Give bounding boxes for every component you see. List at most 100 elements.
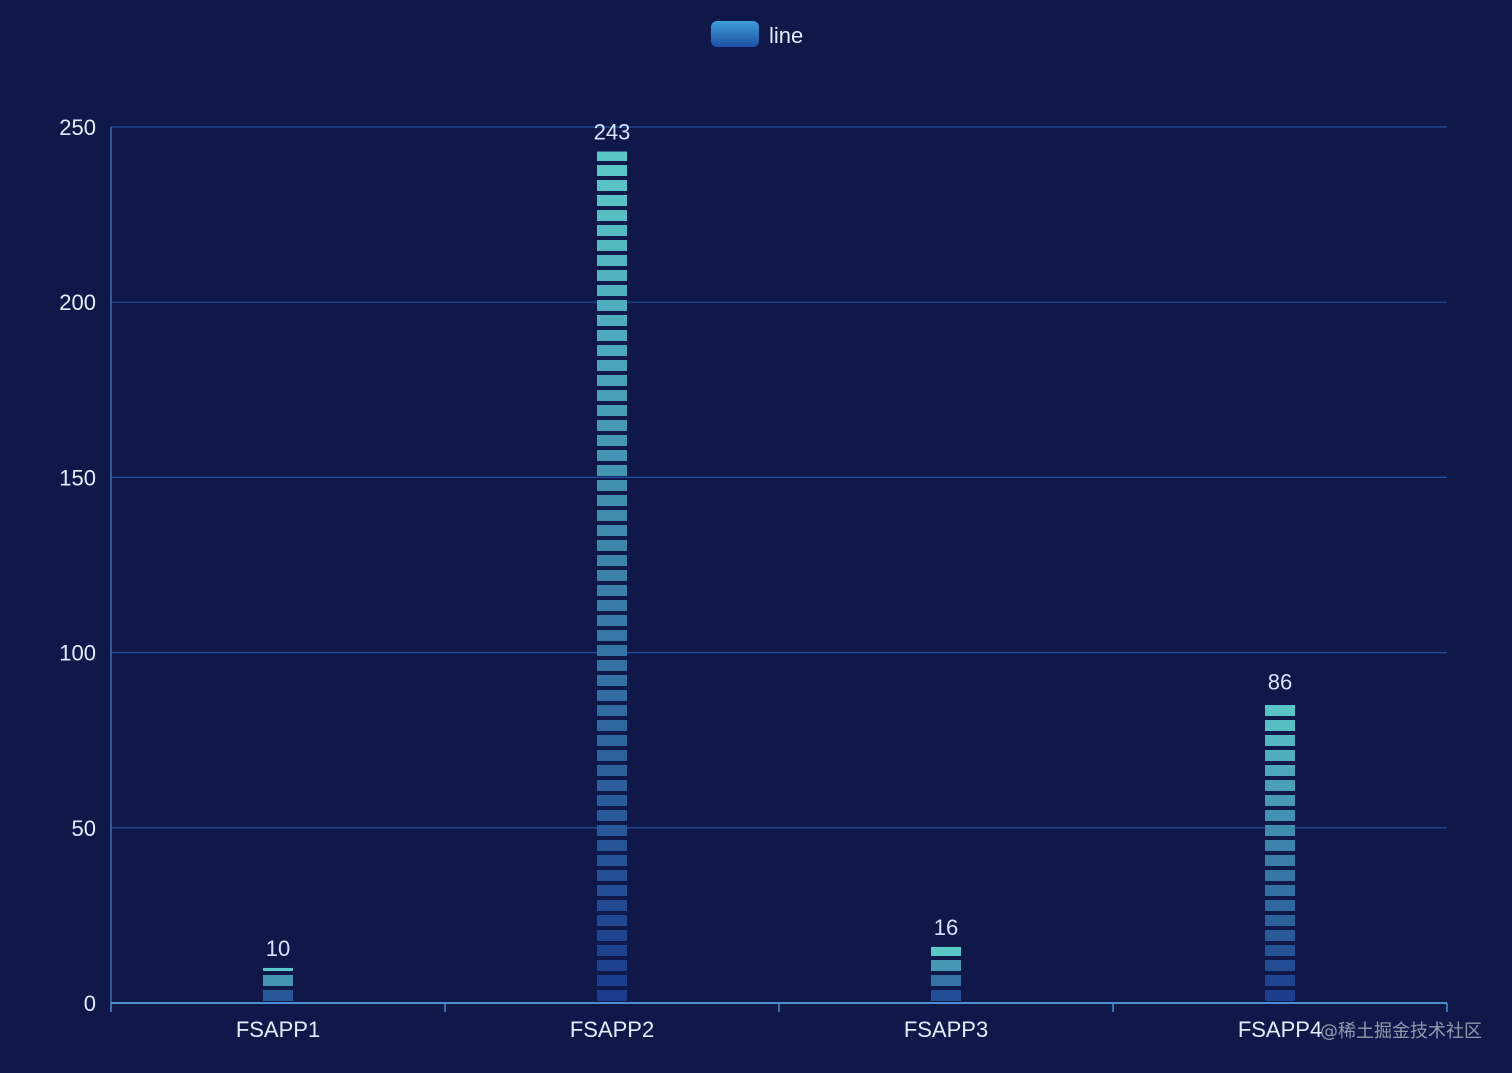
bar-segment [597, 405, 627, 416]
bar-segment [1265, 960, 1295, 971]
bar-segment [597, 330, 627, 341]
bar-segment [597, 555, 627, 566]
data-label: 86 [1268, 670, 1292, 695]
gridlines [111, 126, 1447, 829]
x-tick-label: FSAPP3 [904, 1017, 988, 1042]
bar-segment [263, 975, 293, 986]
y-tick-label: 250 [59, 115, 96, 140]
bars [263, 151, 1295, 1001]
bar-fsapp3[interactable] [931, 946, 961, 1001]
bar-segment [597, 885, 627, 896]
bar-segment [263, 990, 293, 1001]
bar-segment [1265, 915, 1295, 926]
bar-segment [597, 390, 627, 401]
bar-segment [597, 810, 627, 821]
bar-segment [597, 765, 627, 776]
bar-segment [597, 915, 627, 926]
bar-segment [597, 465, 627, 476]
data-label: 10 [266, 936, 290, 961]
bar-segment [1265, 885, 1295, 896]
bar-segment [1265, 840, 1295, 851]
bar-segment [1265, 750, 1295, 761]
bar-segment [1265, 705, 1295, 716]
legend[interactable]: line [711, 21, 803, 48]
bar-segment [597, 495, 627, 506]
bar-segment [1265, 900, 1295, 911]
bar-fsapp1[interactable] [263, 967, 293, 1001]
x-tick-label: FSAPP4 [1238, 1017, 1322, 1042]
bar-segment [597, 840, 627, 851]
bar-segment [1265, 870, 1295, 881]
y-tick-label: 0 [84, 991, 96, 1016]
data-labels: 10 243 16 86 [266, 120, 1292, 961]
x-axis-ticks: FSAPP1 FSAPP2 FSAPP3 FSAPP4 [110, 1003, 1448, 1042]
bar-segment [1265, 945, 1295, 956]
bar-segment [597, 240, 627, 251]
bar-segment [931, 946, 961, 956]
bar-segment [597, 345, 627, 356]
bar-segment [597, 480, 627, 491]
bar-segment [597, 210, 627, 221]
bar-segment [597, 735, 627, 746]
bar-segment [597, 750, 627, 761]
bar-segment [597, 195, 627, 206]
bar-segment [597, 945, 627, 956]
bar-segment [597, 540, 627, 551]
bar-segment [597, 435, 627, 446]
bar-segment [597, 660, 627, 671]
bar-segment [1265, 825, 1295, 836]
bar-segment [597, 165, 627, 176]
bar-segment [597, 825, 627, 836]
bar-segment [597, 975, 627, 986]
bar-segment [597, 375, 627, 386]
bar-segment [597, 600, 627, 611]
bar-segment [1265, 975, 1295, 986]
bar-segment [597, 705, 627, 716]
bar-segment [263, 967, 293, 971]
bar-segment [597, 990, 627, 1001]
bar-segment [1265, 765, 1295, 776]
bar-segment [1265, 795, 1295, 806]
bar-segment [597, 300, 627, 311]
bar-segment [597, 270, 627, 281]
y-tick-label: 150 [59, 465, 96, 490]
bar-segment [597, 570, 627, 581]
bar-segment [597, 720, 627, 731]
legend-swatch[interactable] [711, 21, 759, 47]
bar-fsapp2[interactable] [597, 151, 627, 1001]
bar-segment [597, 585, 627, 596]
legend-label[interactable]: line [769, 23, 803, 48]
data-label: 16 [934, 915, 958, 940]
bar-segment [597, 900, 627, 911]
bar-segment [597, 450, 627, 461]
bar-segment [597, 960, 627, 971]
bar-segment [597, 795, 627, 806]
bar-segment [1265, 720, 1295, 731]
bar-segment [1265, 810, 1295, 821]
x-tick-label: FSAPP1 [236, 1017, 320, 1042]
data-label: 243 [594, 120, 631, 145]
y-axis-ticks: 0 50 100 150 200 250 [59, 115, 96, 1016]
bar-segment [597, 315, 627, 326]
bar-segment [597, 360, 627, 371]
bar-segment [597, 615, 627, 626]
bar-segment [931, 990, 961, 1001]
y-tick-label: 100 [59, 641, 96, 666]
bar-segment [597, 690, 627, 701]
bar-segment [597, 870, 627, 881]
bar-segment [931, 960, 961, 971]
bar-segment [1265, 855, 1295, 866]
bar-segment [597, 180, 627, 191]
y-tick-label: 200 [59, 290, 96, 315]
bar-segment [597, 225, 627, 236]
bar-segment [597, 645, 627, 656]
bar-segment [597, 285, 627, 296]
bar-segment [1265, 990, 1295, 1001]
bar-segment [1265, 780, 1295, 791]
bar-segment [597, 525, 627, 536]
bar-fsapp4[interactable] [1265, 705, 1295, 1001]
bar-segment [597, 930, 627, 941]
bar-segment [597, 420, 627, 431]
bar-segment [931, 975, 961, 986]
